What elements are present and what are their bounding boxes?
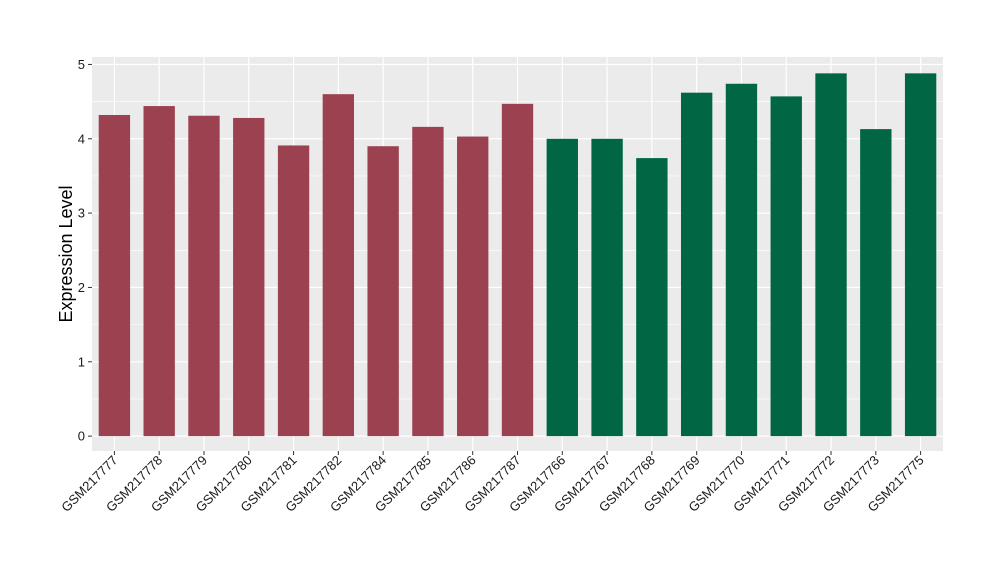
bar-GSM217769 — [680, 92, 713, 437]
bar-GSM217784 — [367, 146, 399, 437]
y-axis-title: Expression Level — [56, 185, 76, 322]
bar-GSM217778 — [143, 106, 175, 437]
bar-GSM217768 — [636, 158, 668, 437]
bar-GSM217767 — [591, 138, 623, 437]
bar-GSM217782 — [322, 94, 355, 437]
bar-GSM217786 — [457, 136, 489, 437]
bars — [98, 73, 937, 437]
y-tick-label: 4 — [78, 131, 85, 146]
bar-GSM217766 — [546, 138, 578, 437]
bar-GSM217780 — [233, 117, 265, 437]
y-tick-label: 5 — [78, 57, 85, 72]
y-axis: 0 1 2 3 4 5 — [78, 57, 92, 444]
bar-GSM217777 — [98, 114, 131, 437]
bar-GSM217781 — [277, 145, 310, 437]
bar-GSM217772 — [815, 73, 847, 437]
y-tick-label: 2 — [78, 280, 85, 295]
bar-GSM217775 — [904, 73, 937, 437]
bar-GSM217787 — [501, 103, 534, 437]
bar-GSM217770 — [725, 83, 758, 437]
bar-GSM217771 — [770, 96, 802, 437]
y-tick-label: 0 — [78, 429, 85, 444]
y-tick-label: 1 — [78, 354, 85, 369]
bar-GSM217779 — [188, 115, 220, 437]
y-tick-label: 3 — [78, 206, 85, 221]
bar-GSM217785 — [412, 126, 444, 437]
bar-GSM217773 — [860, 129, 892, 437]
x-axis: GSM217777GSM217778GSM217779GSM217780GSM2… — [58, 451, 927, 515]
